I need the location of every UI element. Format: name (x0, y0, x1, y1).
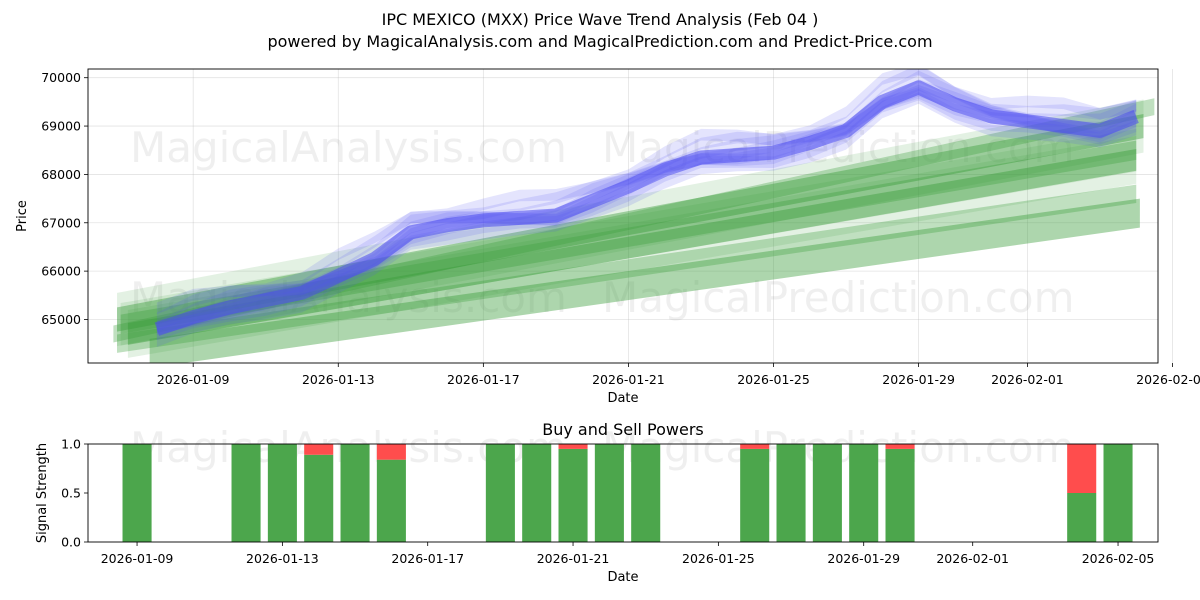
top-y-tick-label: 68000 (41, 167, 81, 182)
buy-power-bar (740, 448, 770, 542)
bottom-x-tick-label: 2026-01-21 (537, 551, 610, 566)
top-y-axis-label: Price (15, 200, 30, 232)
sell-power-bar (885, 444, 915, 449)
top-y-axis: 65000 66000 67000 68000 69000 70000 (41, 70, 88, 327)
buy-power-bar (594, 444, 624, 542)
top-x-tick-label: 2026-01-21 (592, 372, 665, 387)
buy-power-bar (376, 459, 406, 542)
top-x-tick-label: 2026-01-09 (157, 372, 230, 387)
buy-power-bar (849, 444, 879, 542)
top-x-axis-label: Date (607, 391, 638, 406)
power-bars (122, 444, 1133, 542)
trend-band-halo (127, 135, 1137, 358)
buy-power-bar (122, 444, 152, 542)
buy-power-bar (885, 448, 915, 542)
chart-title: IPC MEXICO (MXX) Price Wave Trend Analys… (382, 10, 819, 29)
price-wave-core (154, 80, 1139, 336)
buy-power-bar (485, 444, 515, 542)
top-x-tick-label: 2026-01-17 (447, 372, 520, 387)
trend-band-halo (117, 99, 1144, 347)
buy-power-bar (631, 444, 661, 542)
buy-power-bar (558, 448, 588, 542)
power-chart-title: Buy and Sell Powers (542, 420, 704, 439)
top-x-tick-label: 2026-01-29 (882, 372, 955, 387)
buy-power-bar (267, 444, 297, 542)
bottom-y-axis-label: Signal Strength (35, 443, 50, 543)
sell-power-bar (1067, 444, 1097, 493)
top-x-tick-label: 2026-02-01 (991, 372, 1064, 387)
bottom-x-tick-label: 2026-02-01 (936, 551, 1009, 566)
top-x-tick-label: 2026-01-25 (737, 372, 810, 387)
trend-band (117, 184, 1137, 353)
buy-power-bar (812, 444, 842, 542)
buy-power-bar (1103, 444, 1133, 542)
top-y-tick-label: 65000 (41, 312, 81, 327)
trend-band (149, 198, 1140, 363)
bottom-x-tick-label: 2026-01-13 (246, 551, 319, 566)
trend-band (113, 98, 1155, 343)
trend-band (120, 140, 1137, 334)
sell-power-bar (304, 444, 334, 455)
buy-power-bar (522, 444, 552, 542)
bottom-y-axis: 0.0 0.5 1.0 (61, 437, 88, 550)
trend-band-halo (120, 128, 1137, 346)
chart-subtitle: powered by MagicalAnalysis.com and Magic… (267, 32, 932, 51)
price-waves (154, 69, 1139, 347)
price-wave-ribbon (156, 87, 1137, 335)
bottom-x-tick-label: 2026-01-25 (682, 551, 755, 566)
bottom-y-tick-label: 0.5 (61, 486, 81, 501)
top-x-tick-label: 2026-02-05 (1136, 372, 1200, 387)
bottom-x-axis-label: Date (607, 570, 638, 585)
top-gridlines (88, 69, 1173, 363)
sell-power-bar (376, 444, 406, 460)
top-y-tick-label: 69000 (41, 119, 81, 134)
top-y-tick-label: 70000 (41, 70, 81, 85)
bottom-x-tick-label: 2026-01-29 (827, 551, 900, 566)
top-plot-frame (87, 68, 1159, 364)
trend-bands (113, 98, 1155, 363)
sell-power-bar (740, 444, 770, 449)
sell-power-bar (558, 444, 588, 449)
bottom-y-tick-label: 1.0 (61, 437, 81, 452)
buy-power-bar (304, 454, 334, 542)
bottom-x-tick-label: 2026-01-17 (391, 551, 464, 566)
watermark-text: MagicalAnalysis.com (130, 123, 567, 172)
bottom-y-tick-label: 0.0 (61, 535, 81, 550)
price-wave-ribbon (156, 69, 1137, 315)
price-wave-ribbon (156, 88, 1137, 341)
buy-power-bar (1067, 493, 1097, 542)
trend-band (117, 113, 1144, 332)
buy-power-bar (340, 444, 370, 542)
buy-power-bar (231, 444, 261, 542)
buy-power-bar (776, 444, 806, 542)
bottom-x-axis: 2026-01-09 2026-01-13 2026-01-17 2026-01-21… (101, 542, 1155, 566)
top-y-tick-label: 66000 (41, 264, 81, 279)
top-y-tick-label: 67000 (41, 215, 81, 230)
watermark-text: MagicalPrediction.com (602, 273, 1075, 322)
trend-band (127, 149, 1137, 345)
bottom-x-tick-label: 2026-01-09 (101, 551, 174, 566)
top-x-tick-label: 2026-01-13 (302, 372, 375, 387)
top-x-axis: 2026-01-09 2026-01-13 2026-01-17 2026-01-21… (157, 363, 1200, 387)
bottom-x-tick-label: 2026-02-05 (1082, 551, 1155, 566)
